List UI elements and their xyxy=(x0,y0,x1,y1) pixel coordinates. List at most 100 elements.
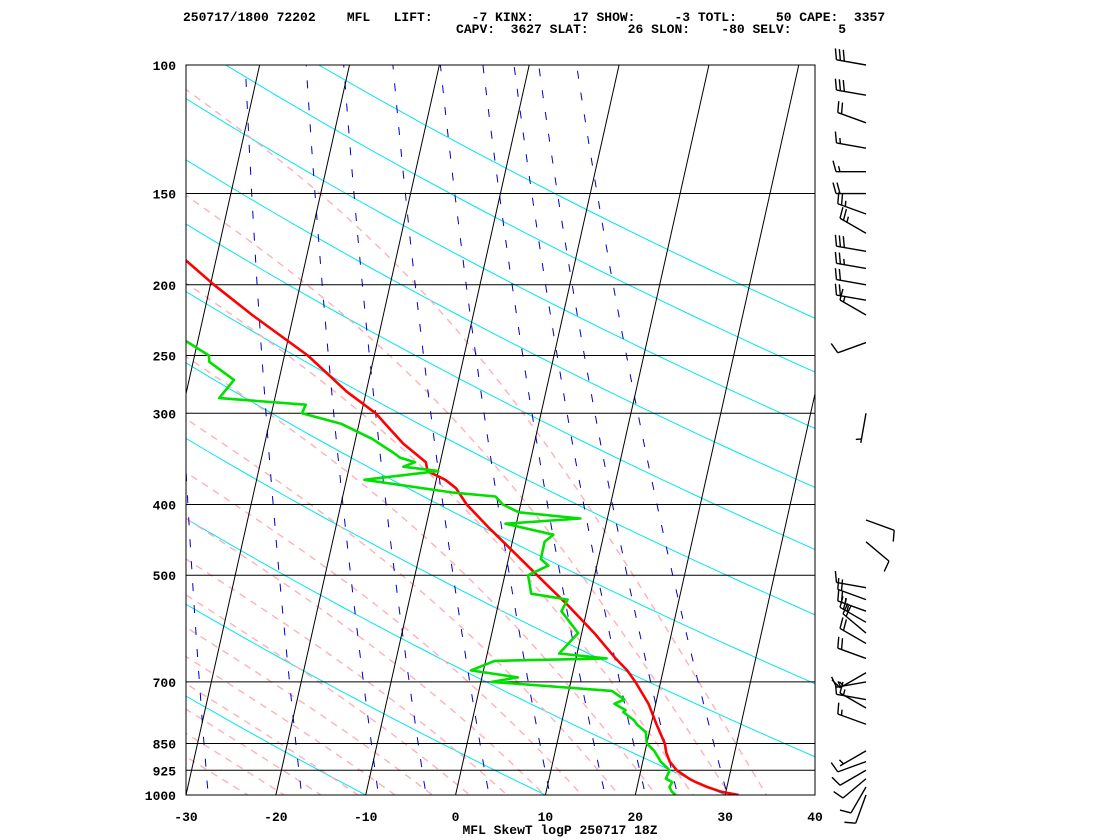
wind-barb-staff xyxy=(839,769,867,786)
moist-adiabat-line xyxy=(186,355,657,795)
mixing-ratio-line xyxy=(186,460,209,795)
wind-barb-feather xyxy=(834,283,838,296)
wind-barb xyxy=(837,192,867,215)
wind-barb-staff xyxy=(837,111,867,124)
mixing-ratio-line xyxy=(343,65,427,795)
temperature-tick-label: 40 xyxy=(807,810,823,825)
wind-barb xyxy=(844,794,867,824)
wind-barb-feather xyxy=(839,207,844,219)
wind-barb xyxy=(834,283,867,301)
moist-adiabat-line xyxy=(186,755,249,795)
wind-barb xyxy=(834,234,867,253)
wind-barb-staff xyxy=(836,262,867,270)
wind-barb-feather xyxy=(838,79,842,91)
background-lines xyxy=(6,65,815,795)
wind-barb-staff xyxy=(836,581,867,589)
moist-adiabat-line xyxy=(186,517,546,795)
temperature-tick-label: -30 xyxy=(174,810,198,825)
temperature-tick-label: 20 xyxy=(627,810,643,825)
pressure-tick-label: 850 xyxy=(153,737,177,752)
wind-barb-staff xyxy=(855,794,867,824)
pressure-tick-label: 300 xyxy=(153,407,177,422)
wind-barb-feather xyxy=(840,638,844,650)
wind-barb xyxy=(834,251,867,270)
mixing-ratio-line xyxy=(538,65,679,795)
wind-barb xyxy=(830,760,867,773)
moist-adiabat-line xyxy=(186,655,397,795)
wind-barb-feather xyxy=(838,235,842,247)
pressure-tick-label: 400 xyxy=(153,499,177,514)
wind-barb-staff xyxy=(839,299,867,316)
chart-title: MFL SkewT logP 250717 18Z xyxy=(462,823,657,838)
wind-barb-staff xyxy=(837,203,867,215)
wind-barb-feather xyxy=(830,343,839,354)
wind-barb-feather xyxy=(834,234,838,247)
pressure-tick-label: 250 xyxy=(153,349,177,364)
isobar-lines xyxy=(186,64,815,796)
wind-barb-staff xyxy=(837,588,867,601)
wind-barb-half-feather xyxy=(839,137,842,144)
wind-barb-feather xyxy=(842,49,846,62)
wind-barb-feather xyxy=(842,79,846,92)
dry-adiabat-line xyxy=(186,98,815,430)
wind-barb-feather xyxy=(834,571,838,583)
isotherm-line xyxy=(186,65,350,795)
wind-barb-half-feather xyxy=(842,689,846,696)
wind-barb xyxy=(842,603,867,634)
temperature-tick-label: -20 xyxy=(264,810,288,825)
moist-adiabat-line xyxy=(186,594,471,795)
pressure-tick-label: 150 xyxy=(153,188,177,203)
wind-barb-feather xyxy=(831,776,841,786)
wind-barb-feather xyxy=(837,702,840,715)
wind-barb-staff xyxy=(837,713,867,725)
wind-barb-half-feather xyxy=(855,438,862,441)
wind-barb-staff xyxy=(837,647,867,660)
wind-barb-feather xyxy=(833,790,844,799)
dry-adiabat-line xyxy=(186,159,815,488)
isotherm-line xyxy=(186,65,261,397)
wind-barb-staff xyxy=(839,606,867,623)
wind-barb xyxy=(831,769,867,786)
wind-barb-staff xyxy=(865,519,895,531)
temperature-tick-label: 0 xyxy=(452,810,460,825)
wind-barb-feather xyxy=(840,590,844,603)
wind-barb xyxy=(865,541,890,572)
wind-barb xyxy=(839,288,867,316)
wind-barb-feather xyxy=(830,762,839,773)
wind-barb-feather xyxy=(844,821,856,824)
moist-adiabat-line xyxy=(186,732,286,795)
isotherm-line xyxy=(6,65,169,795)
wind-barb-staff xyxy=(839,217,867,234)
wind-barb xyxy=(834,268,867,286)
wind-barb-feather xyxy=(842,603,849,615)
temperature-profile-line xyxy=(186,258,739,795)
dry-adiabat-line xyxy=(186,695,367,795)
pressure-tick-label: 200 xyxy=(153,279,177,294)
wind-barb-staff xyxy=(836,89,867,96)
pressure-tick-label: 1000 xyxy=(145,789,176,804)
moist-adiabat-line xyxy=(186,471,583,795)
wind-barb-feather xyxy=(838,284,842,296)
wind-barb xyxy=(834,131,867,149)
moist-adiabat-line xyxy=(186,282,694,795)
wind-barb-feather xyxy=(831,679,841,689)
wind-barb xyxy=(833,778,867,799)
wind-barb-staff xyxy=(837,760,867,773)
wind-barb-half-feather xyxy=(846,605,850,612)
moist-adiabat-line xyxy=(186,558,509,795)
wind-barb-feather xyxy=(832,182,837,194)
wind-barb-staff xyxy=(836,142,867,149)
plot-frame xyxy=(185,64,816,796)
mixing-ratio-line xyxy=(482,65,606,795)
wind-barb xyxy=(832,182,866,195)
mixing-ratio-line xyxy=(244,65,303,795)
wind-barb xyxy=(834,78,867,96)
wind-barb-feather xyxy=(842,236,846,248)
wind-barb-staff xyxy=(836,278,867,286)
wind-barbs xyxy=(830,48,895,824)
wind-barb-staff xyxy=(836,693,867,701)
wind-barb-feather xyxy=(837,636,840,649)
wind-barb xyxy=(839,207,867,234)
wind-barb-feather xyxy=(838,268,842,281)
temperature-tick-label: 10 xyxy=(538,810,554,825)
